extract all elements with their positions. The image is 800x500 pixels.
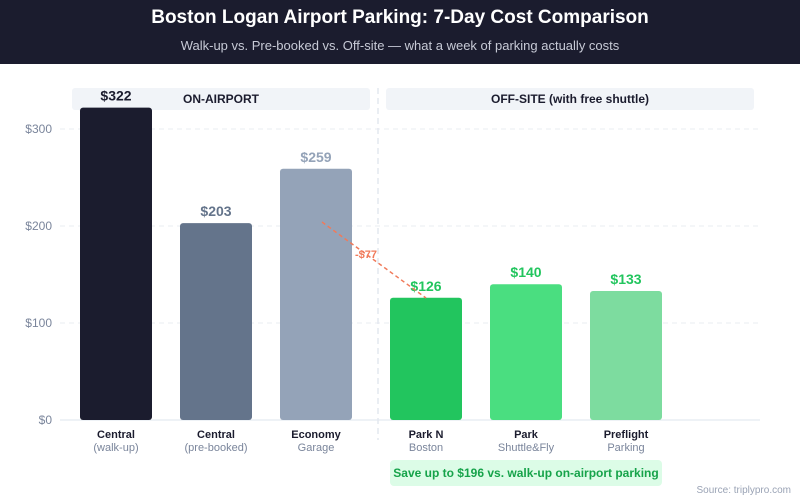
- x-category-sublabel: Boston: [409, 442, 443, 454]
- bar: [590, 290, 662, 420]
- y-tick-label: $100: [25, 316, 52, 330]
- bar-value-label: $259: [300, 149, 331, 165]
- group-label-on-airport: ON-AIRPORT: [183, 92, 260, 106]
- x-category-sublabel: (walk-up): [93, 442, 138, 454]
- group-header-band: [72, 88, 370, 110]
- x-category-sublabel: Garage: [298, 442, 335, 454]
- bar: [490, 284, 562, 420]
- bar: [280, 168, 352, 420]
- x-category-sublabel: (pre-booked): [185, 442, 248, 454]
- bar-value-label: $203: [200, 203, 231, 219]
- bar-value-label: $126: [410, 278, 441, 294]
- x-category-label: Preflight: [604, 429, 649, 441]
- group-header-band: [386, 88, 754, 110]
- x-category-sublabel: Parking: [607, 442, 644, 454]
- group-label-off-site: OFF-SITE (with free shuttle): [491, 92, 649, 106]
- x-category-label: Central: [97, 429, 135, 441]
- x-category-sublabel: Shuttle&Fly: [498, 442, 555, 454]
- chart-subtitle: Walk-up vs. Pre-booked vs. Off-site — wh…: [180, 38, 620, 53]
- bar: [390, 297, 462, 420]
- chart-title: Boston Logan Airport Parking: 7-Day Cost…: [151, 7, 649, 28]
- bar: [180, 223, 252, 420]
- x-category-label: Central: [197, 429, 235, 441]
- bar-value-label: $322: [100, 88, 131, 104]
- x-category-label: Economy: [291, 429, 341, 441]
- y-tick-label: $300: [25, 122, 52, 136]
- savings-callout: Save up to $196 vs. walk-up on-airport p…: [390, 460, 662, 486]
- header-banner: Boston Logan Airport Parking: 7-Day Cost…: [0, 0, 800, 64]
- bar-value-label: $140: [510, 264, 541, 280]
- x-category-label: Park: [514, 429, 539, 441]
- y-tick-label: $200: [25, 219, 52, 233]
- bar-value-label: $133: [610, 271, 641, 287]
- y-tick-label: $0: [39, 413, 53, 427]
- x-category-label: Park N: [409, 429, 444, 441]
- bar: [80, 107, 152, 420]
- difference-label: -$77: [355, 249, 377, 261]
- difference-arrow-line: [321, 221, 427, 299]
- source-note: Source: triplypro.com: [696, 485, 791, 496]
